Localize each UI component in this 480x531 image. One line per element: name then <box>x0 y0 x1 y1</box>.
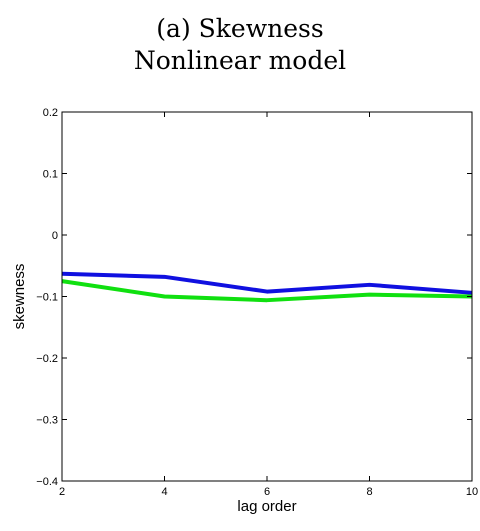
y-tick-label: −0.3 <box>36 415 58 427</box>
y-tick-label: 0.2 <box>43 107 58 119</box>
x-tick-label: 4 <box>161 486 167 498</box>
y-tick-label: −0.1 <box>36 292 58 304</box>
chart-title: (a) Skewness <box>156 14 324 43</box>
series-layer <box>61 271 473 303</box>
x-tick-label: 6 <box>264 486 270 498</box>
x-tick-label: 8 <box>366 486 372 498</box>
x-tick-label: 10 <box>466 486 478 498</box>
series-line-2 <box>61 279 473 303</box>
y-tick-label: −0.2 <box>36 353 58 365</box>
y-axis-label: skewness <box>11 264 28 330</box>
x-axis-label: lag order <box>237 498 296 515</box>
y-tick-label: 0.1 <box>43 169 58 181</box>
tick-layer: −0.4 −0.3 −0.2 −0.1 0 0.1 0.2 2 4 6 8 10 <box>36 107 478 498</box>
chart-subtitle: Nonlinear model <box>133 46 347 75</box>
y-tick-label: −0.4 <box>36 476 58 488</box>
x-tick-label: 2 <box>59 486 65 498</box>
series-line-1 <box>61 271 473 295</box>
y-tick-label: 0 <box>52 230 58 242</box>
